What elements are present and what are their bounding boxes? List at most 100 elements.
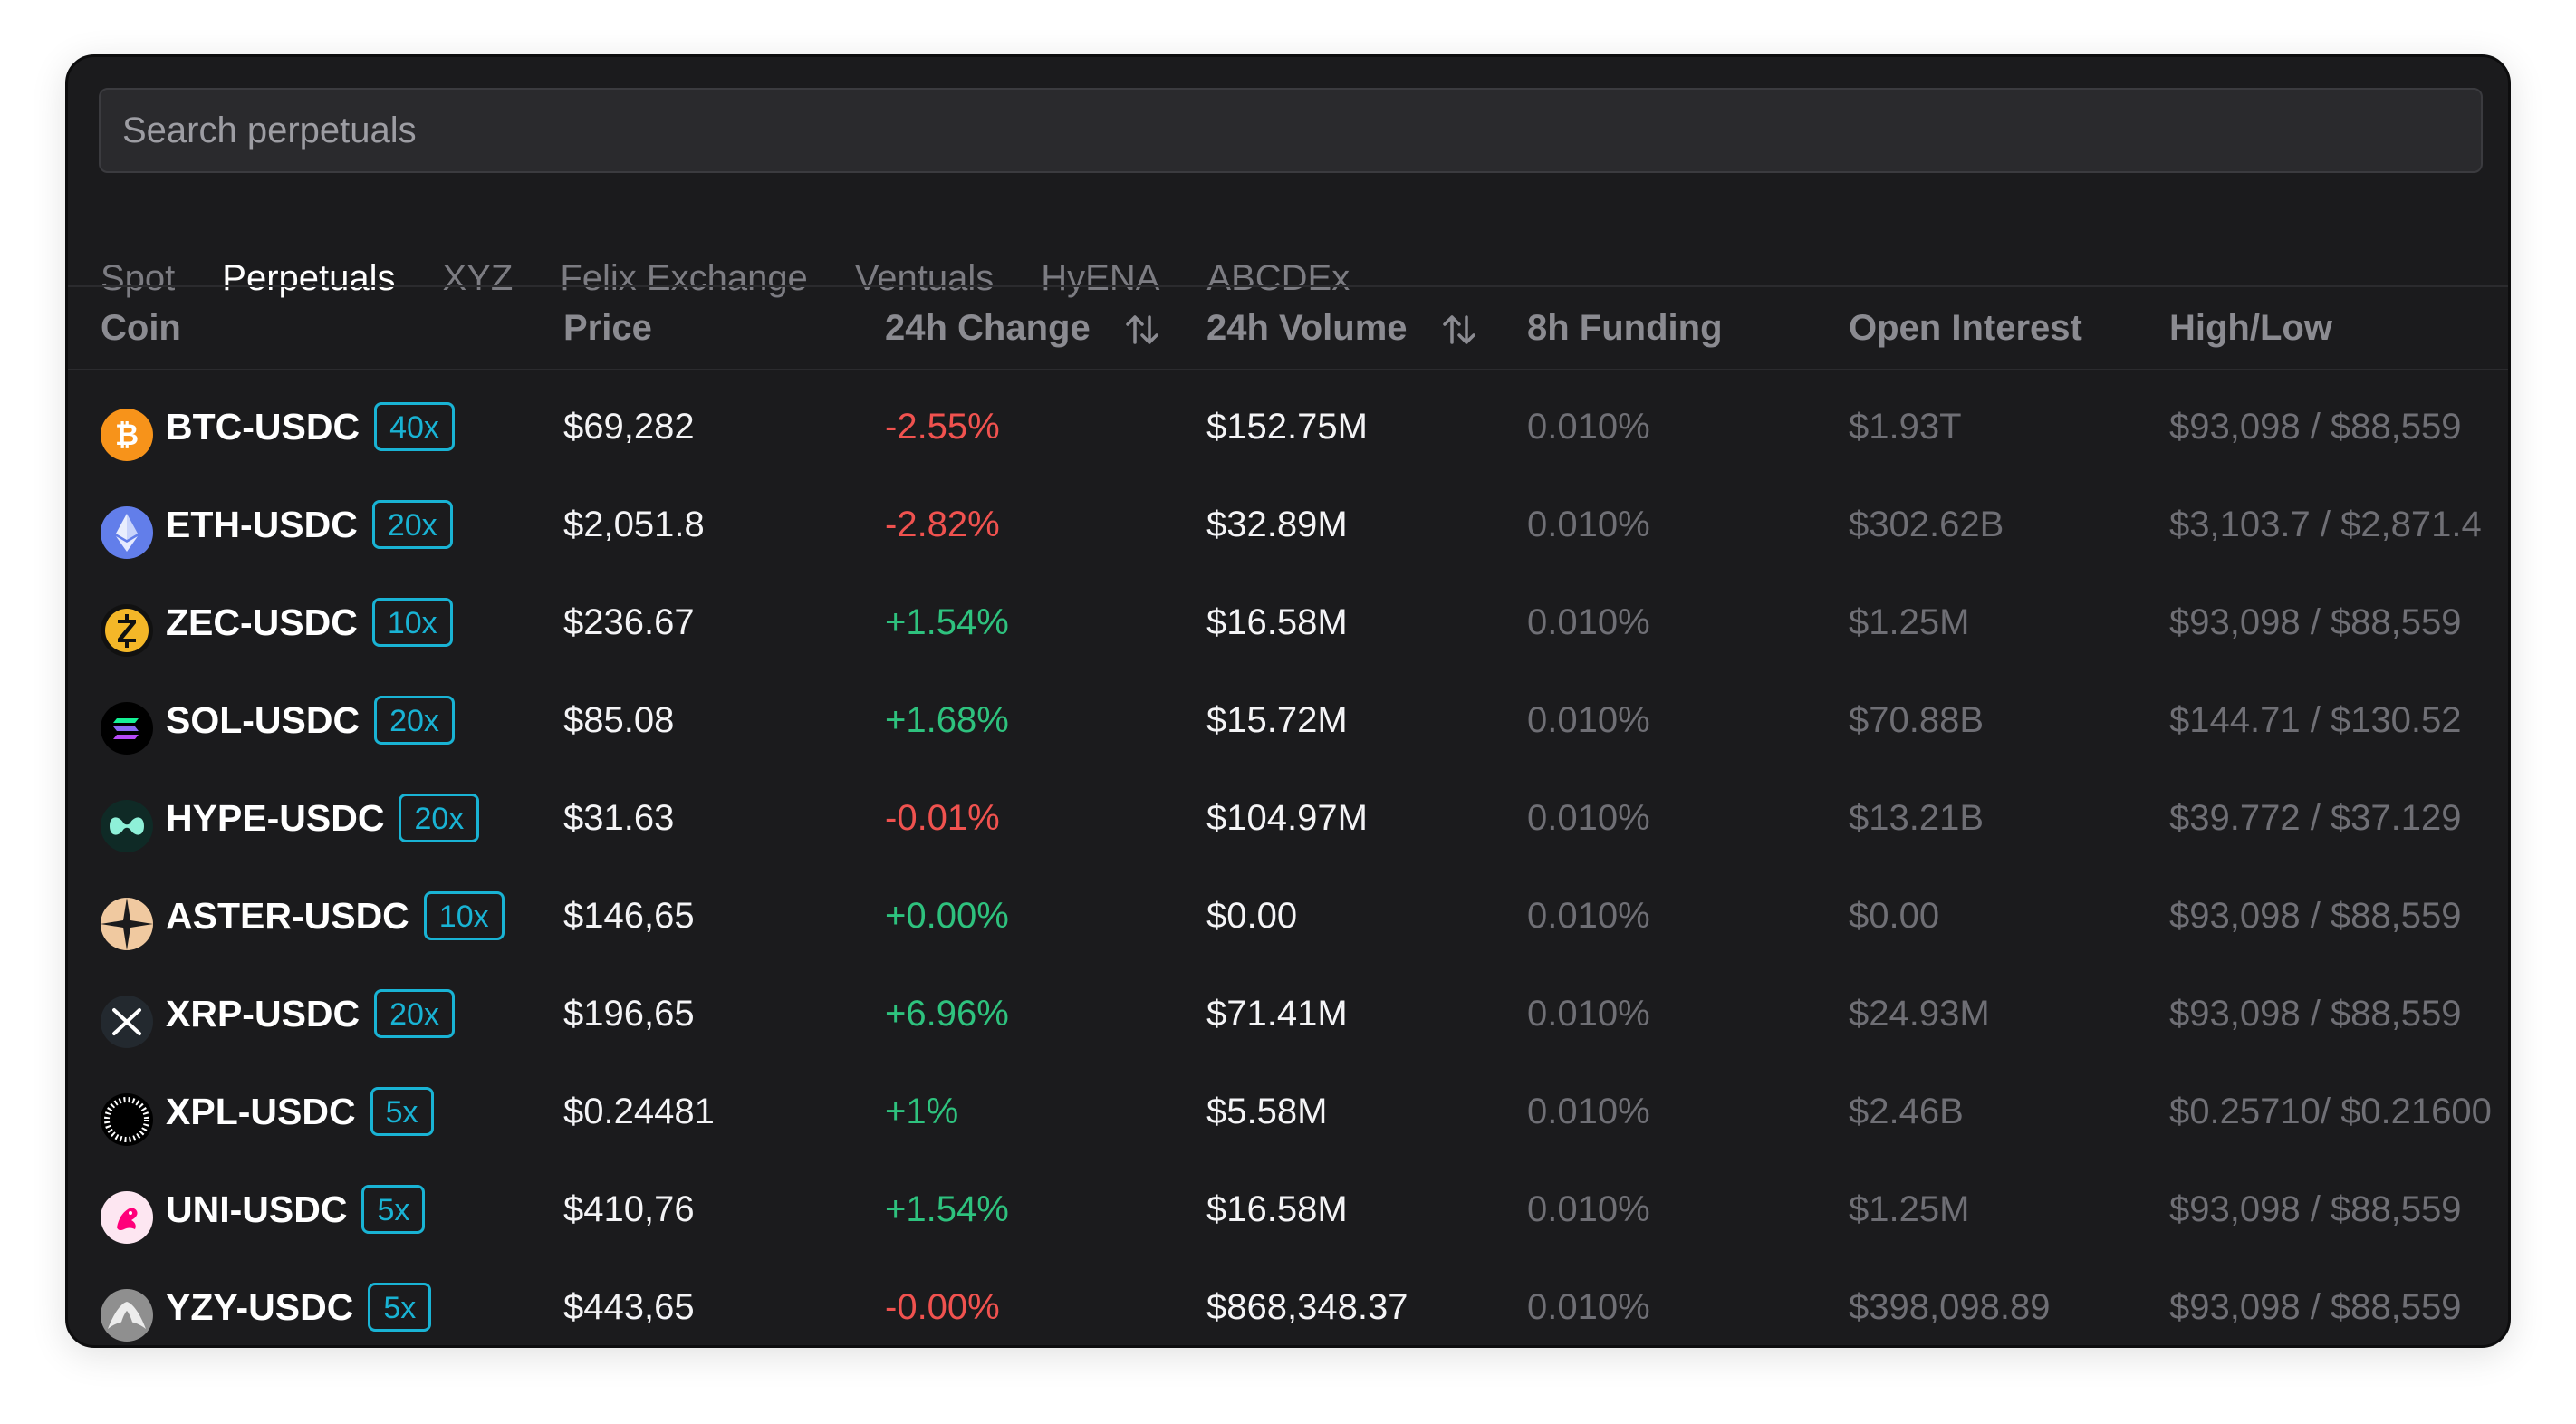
volume-value: $5.58M bbox=[1206, 1092, 1328, 1131]
table-row[interactable]: SOL-USDC 20x $85.08 +1.68% $15.72M 0.010% $70.… bbox=[68, 671, 2508, 769]
table-row[interactable]: ₿ BTC-USDC 40x $69,282 -2.55% $152.75M 0.010% $… bbox=[68, 378, 2508, 476]
open-interest-value: $70.88B bbox=[1849, 700, 1985, 740]
price-value: $236.67 bbox=[563, 602, 695, 642]
table-row[interactable]: XPL-USDC 5x $0.24481 +1% $5.58M 0.010% $2.46B $… bbox=[68, 1063, 2508, 1160]
header-price[interactable]: Price bbox=[563, 308, 652, 348]
open-interest-value: $0.00 bbox=[1849, 896, 1940, 936]
table-row[interactable]: XRP-USDC 20x $196,65 +6.96% $71.41M 0.010% $24… bbox=[68, 965, 2508, 1063]
sol-icon bbox=[101, 694, 153, 755]
zec-icon bbox=[101, 596, 153, 657]
coin-cell[interactable]: ₿ BTC-USDC 40x bbox=[101, 378, 455, 476]
sort-icon[interactable] bbox=[1124, 312, 1160, 348]
tab-xyz[interactable]: XYZ bbox=[442, 258, 514, 298]
funding-value: 0.010% bbox=[1527, 1189, 1650, 1229]
header-8h-funding[interactable]: 8h Funding bbox=[1527, 308, 1723, 348]
aster-icon bbox=[101, 890, 153, 950]
change-value: -2.55% bbox=[885, 407, 1000, 447]
coin-cell[interactable]: ZEC-USDC 10x bbox=[101, 573, 453, 671]
coin-cell[interactable]: ETH-USDC 20x bbox=[101, 476, 453, 573]
open-interest-value: $1.25M bbox=[1849, 1189, 1970, 1229]
coin-cell[interactable]: ASTER-USDC 10x bbox=[101, 867, 505, 965]
leverage-badge: 5x bbox=[370, 1087, 434, 1136]
high-low-value: $93,098 / $88,559 bbox=[2169, 407, 2462, 447]
volume-value: $16.58M bbox=[1206, 602, 1348, 642]
high-low-value: $144.71 / $130.52 bbox=[2169, 700, 2462, 740]
tab-ventuals[interactable]: Ventuals bbox=[854, 258, 995, 298]
price-value: $31.63 bbox=[563, 798, 675, 838]
coin-cell[interactable]: SOL-USDC 20x bbox=[101, 671, 455, 769]
coin-name: UNI-USDC bbox=[166, 1188, 348, 1230]
coin-name: ASTER-USDC bbox=[166, 895, 409, 937]
high-low-value: $93,098 / $88,559 bbox=[2169, 1287, 2462, 1327]
change-value: -2.82% bbox=[885, 505, 1000, 544]
change-value: +1.68% bbox=[885, 700, 1009, 740]
volume-value: $71.41M bbox=[1206, 994, 1348, 1034]
change-value: +1.54% bbox=[885, 602, 1009, 642]
price-value: $69,282 bbox=[563, 407, 695, 447]
coin-name: XPL-USDC bbox=[166, 1091, 356, 1132]
header-open-interest[interactable]: Open Interest bbox=[1849, 308, 2082, 348]
high-low-value: $93,098 / $88,559 bbox=[2169, 994, 2462, 1034]
coin-cell[interactable]: HYPE-USDC 20x bbox=[101, 769, 480, 867]
open-interest-value: $1.25M bbox=[1849, 602, 1970, 642]
price-value: $0.24481 bbox=[563, 1092, 715, 1131]
volume-value: $152.75M bbox=[1206, 407, 1368, 447]
funding-value: 0.010% bbox=[1527, 700, 1650, 740]
price-value: $410,76 bbox=[563, 1189, 695, 1229]
svg-text:₿: ₿ bbox=[115, 418, 139, 452]
leverage-badge: 20x bbox=[374, 989, 455, 1038]
high-low-value: $93,098 / $88,559 bbox=[2169, 602, 2462, 642]
tab-hyena[interactable]: HyENA bbox=[1041, 258, 1160, 298]
eth-icon bbox=[101, 498, 153, 559]
table-row[interactable]: UNI-USDC 5x $410,76 +1.54% $16.58M 0.010% $1.2… bbox=[68, 1160, 2508, 1258]
funding-value: 0.010% bbox=[1527, 407, 1650, 447]
sort-icon[interactable] bbox=[1441, 312, 1477, 348]
price-value: $146,65 bbox=[563, 896, 695, 936]
funding-value: 0.010% bbox=[1527, 505, 1650, 544]
xpl-icon bbox=[101, 1085, 153, 1146]
leverage-badge: 5x bbox=[361, 1185, 426, 1234]
change-value: +1.54% bbox=[885, 1189, 1009, 1229]
search-input[interactable] bbox=[99, 88, 2483, 173]
high-low-value: $0.25710/ $0.21600 bbox=[2169, 1092, 2492, 1131]
volume-value: $15.72M bbox=[1206, 700, 1348, 740]
funding-value: 0.010% bbox=[1527, 1287, 1650, 1327]
coin-cell[interactable]: UNI-USDC 5x bbox=[101, 1160, 426, 1258]
volume-value: $32.89M bbox=[1206, 505, 1348, 544]
coin-cell[interactable]: XRP-USDC 20x bbox=[101, 965, 455, 1063]
header-24h-change[interactable]: 24h Change bbox=[885, 287, 1160, 369]
leverage-badge: 20x bbox=[399, 794, 480, 842]
price-value: $443,65 bbox=[563, 1287, 695, 1327]
table-row[interactable]: ETH-USDC 20x $2,051.8 -2.82% $32.89M 0.010% $3… bbox=[68, 476, 2508, 573]
high-low-value: $93,098 / $88,559 bbox=[2169, 896, 2462, 936]
coin-cell[interactable]: YZY-USDC 5x bbox=[101, 1258, 432, 1345]
tab-abcdex[interactable]: ABCDEx bbox=[1206, 258, 1350, 298]
table-row[interactable]: HYPE-USDC 20x $31.63 -0.01% $104.97M 0.010% $1… bbox=[68, 769, 2508, 867]
price-value: $2,051.8 bbox=[563, 505, 705, 544]
change-value: -0.01% bbox=[885, 798, 1000, 838]
coin-name: ETH-USDC bbox=[166, 504, 358, 545]
open-interest-value: $302.62B bbox=[1849, 505, 2004, 544]
btc-icon: ₿ bbox=[101, 400, 153, 461]
market-tabs: Spot Perpetuals XYZ Felix Exchange Ventu… bbox=[101, 258, 1350, 299]
header-coin[interactable]: Coin bbox=[101, 308, 181, 348]
coin-cell[interactable]: XPL-USDC 5x bbox=[101, 1063, 434, 1160]
tab-perpetuals[interactable]: Perpetuals bbox=[222, 258, 396, 298]
table-row[interactable]: ASTER-USDC 10x $146,65 +0.00% $0.00 0.010% $0.… bbox=[68, 867, 2508, 965]
table-row[interactable]: ZEC-USDC 10x $236.67 +1.54% $16.58M 0.010% $1.… bbox=[68, 573, 2508, 671]
leverage-badge: 20x bbox=[371, 500, 453, 549]
header-24h-volume[interactable]: 24h Volume bbox=[1206, 287, 1477, 369]
table-row[interactable]: YZY-USDC 5x $443,65 -0.00% $868,348.37 0.010%… bbox=[68, 1258, 2508, 1345]
open-interest-value: $24.93M bbox=[1849, 994, 1990, 1034]
volume-value: $104.97M bbox=[1206, 798, 1368, 838]
tab-felix-exchange[interactable]: Felix Exchange bbox=[560, 258, 808, 298]
leverage-badge: 5x bbox=[368, 1283, 432, 1332]
coin-name: SOL-USDC bbox=[166, 699, 360, 741]
header-24h-volume-label: 24h Volume bbox=[1206, 308, 1408, 348]
open-interest-value: $2.46B bbox=[1849, 1092, 1964, 1131]
xrp-icon bbox=[101, 987, 153, 1048]
header-high-low[interactable]: High/Low bbox=[2169, 308, 2332, 348]
coin-name: XRP-USDC bbox=[166, 993, 360, 1034]
tab-spot[interactable]: Spot bbox=[101, 258, 176, 298]
price-value: $196,65 bbox=[563, 994, 695, 1034]
